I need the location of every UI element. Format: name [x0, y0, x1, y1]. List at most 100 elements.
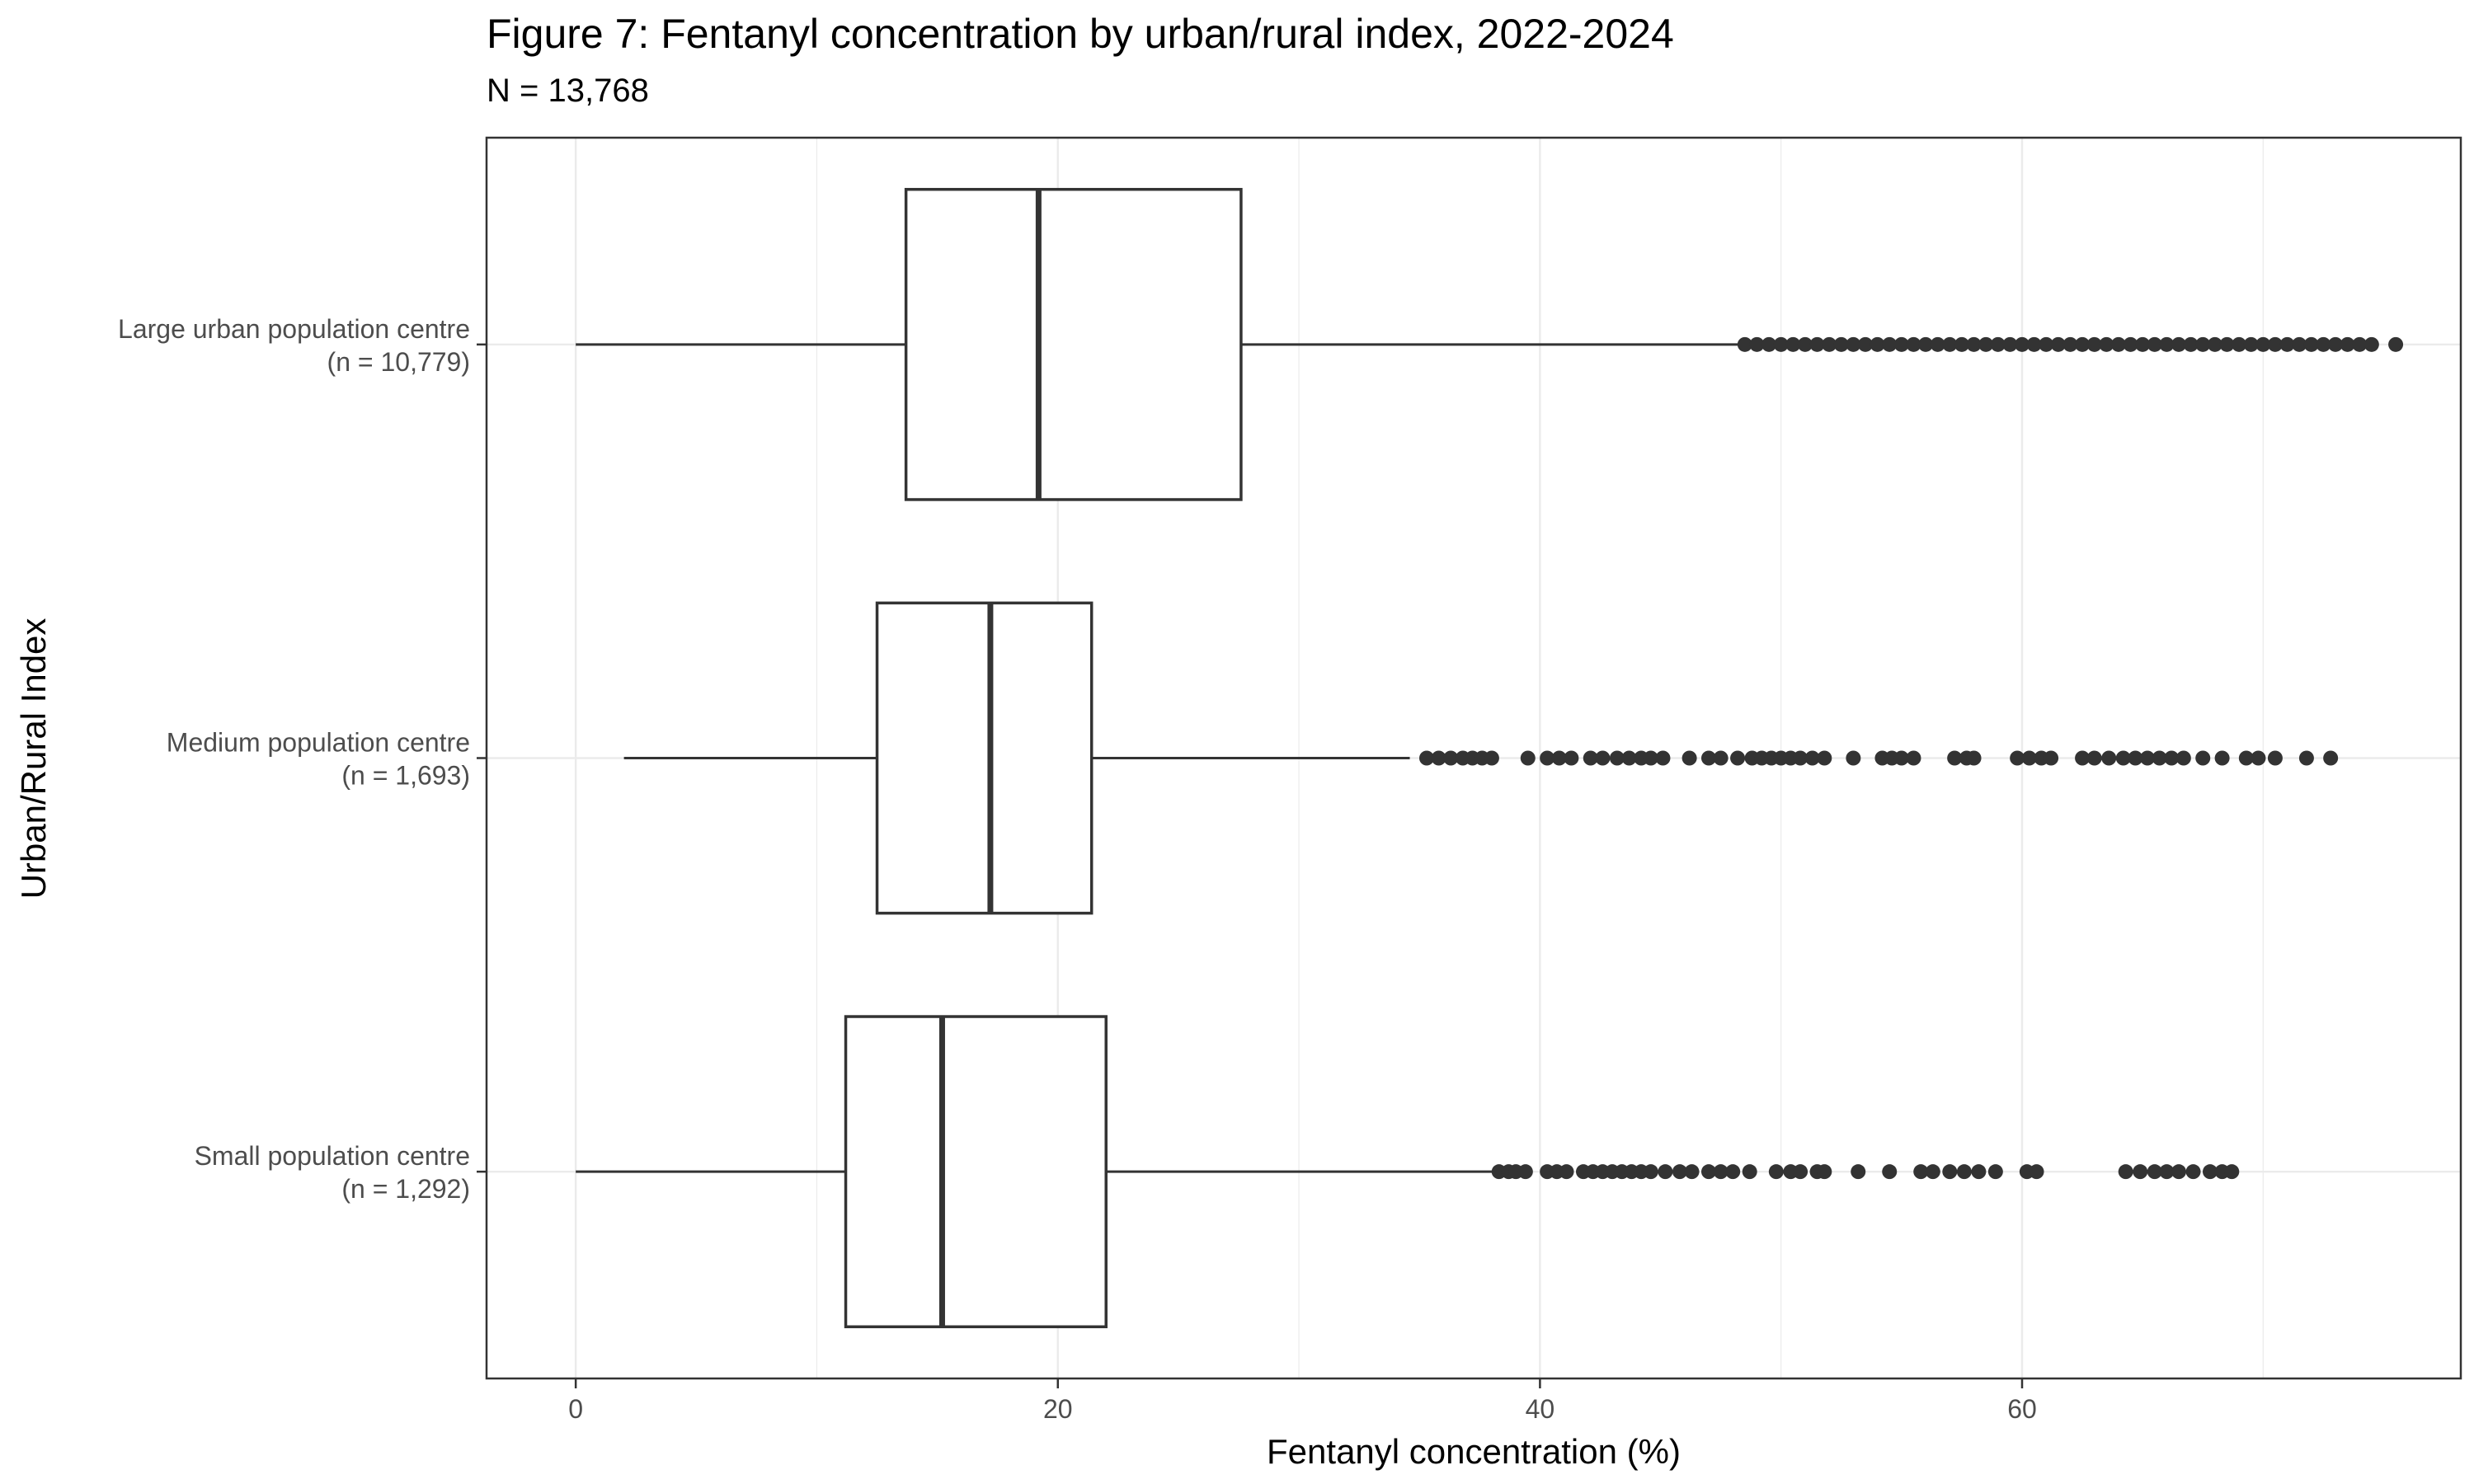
outlier-point: [1564, 750, 1579, 766]
x-tick-label: 20: [1043, 1394, 1073, 1424]
outlier-point: [2135, 336, 2151, 352]
outlier-point: [1742, 1164, 1757, 1180]
outlier-point: [1942, 1164, 1958, 1180]
outlier-point: [2171, 1164, 2186, 1180]
outlier-point: [1761, 336, 1777, 352]
y-axis-title: Urban/Rural Index: [14, 618, 53, 899]
outlier-point: [1870, 336, 1885, 352]
y-tick-label-count: (n = 1,292): [341, 1174, 470, 1204]
outlier-point: [1540, 750, 1555, 766]
outlier-point: [1725, 1164, 1741, 1180]
outlier-point: [2140, 750, 2155, 766]
outlier-point: [1846, 336, 1861, 352]
outlier-point: [1893, 750, 1909, 766]
outlier-point: [1925, 1164, 1940, 1180]
outlier-point: [1701, 750, 1716, 766]
outlier-point: [1672, 1164, 1687, 1180]
boxplot-group: [576, 1015, 2240, 1329]
outlier-point: [2195, 336, 2211, 352]
chart-title: Figure 7: Fentanyl concentration by urba…: [487, 11, 1674, 57]
outlier-point: [1773, 336, 1789, 352]
outlier-point: [2255, 336, 2271, 352]
outlier-point: [2251, 750, 2266, 766]
outlier-point: [1906, 336, 1921, 352]
outlier-point: [2323, 750, 2339, 766]
y-tick-label: Medium population centre: [167, 728, 470, 758]
outlier-point: [2123, 336, 2138, 352]
outlier-point: [2195, 750, 2211, 766]
outlier-point: [1643, 750, 1658, 766]
outlier-point: [2128, 750, 2143, 766]
outlier-point: [1797, 336, 1813, 352]
outlier-point: [2050, 336, 2066, 352]
outlier-point: [2115, 750, 2131, 766]
outlier-point: [2243, 336, 2259, 352]
outlier-point: [2075, 336, 2091, 352]
outlier-point: [2267, 336, 2283, 352]
boxplot-group: [623, 601, 2339, 915]
outlier-point: [1785, 336, 1801, 352]
outlier-point: [2207, 336, 2222, 352]
outlier-point: [2340, 336, 2355, 352]
outlier-point: [1749, 336, 1765, 352]
outlier-point: [2147, 336, 2162, 352]
outlier-point: [2044, 750, 2059, 766]
outlier-point: [2363, 336, 2379, 352]
outlier-point: [1595, 750, 1611, 766]
outlier-point: [2099, 336, 2114, 352]
outlier-point: [1419, 750, 1434, 766]
outlier-point: [1643, 1164, 1658, 1180]
outlier-point: [1517, 1164, 1533, 1180]
outlier-point: [2133, 1164, 2148, 1180]
outlier-point: [1956, 1164, 1972, 1180]
outlier-point: [1551, 750, 1567, 766]
chart-subtitle: N = 13,768: [487, 73, 649, 109]
outlier-point: [1621, 750, 1637, 766]
outlier-point: [2002, 336, 2018, 352]
outlier-point: [2015, 336, 2030, 352]
outlier-point: [1954, 336, 1969, 352]
outlier-point: [1793, 750, 1808, 766]
outlier-point: [2183, 336, 2199, 352]
x-axis-title: Fentanyl concentration (%): [1267, 1432, 1681, 1471]
outlier-point: [1431, 750, 1446, 766]
box-iqr: [844, 1015, 1108, 1329]
outlier-point: [1930, 336, 1945, 352]
outlier-point: [2075, 750, 2091, 766]
outlier-point: [1893, 336, 1909, 352]
outlier-point: [1978, 336, 1994, 352]
outlier-point: [1858, 336, 1873, 352]
outlier-point: [2147, 1164, 2162, 1180]
outlier-point: [1658, 1164, 1673, 1180]
outlier-point: [1990, 336, 2006, 352]
outlier-point: [1793, 1164, 1808, 1180]
outlier-point: [1913, 1164, 1929, 1180]
outlier-point: [2267, 750, 2283, 766]
outlier-point: [2021, 750, 2037, 766]
outlier-point: [2039, 336, 2054, 352]
outlier-point: [2159, 336, 2175, 352]
outlier-point: [1701, 1164, 1716, 1180]
outlier-point: [1851, 1164, 1866, 1180]
outlier-point: [1768, 1164, 1784, 1180]
outlier-point: [2316, 336, 2331, 352]
outlier-point: [1520, 750, 1536, 766]
outlier-point: [2232, 336, 2247, 352]
outlier-point: [2224, 1164, 2240, 1180]
outlier-point: [2175, 750, 2191, 766]
outlier-point: [2292, 336, 2307, 352]
outlier-point: [1804, 750, 1820, 766]
outlier-point: [2238, 750, 2254, 766]
outlier-point: [2185, 1164, 2201, 1180]
outlier-point: [1833, 336, 1849, 352]
outlier-point: [2171, 336, 2186, 352]
outlier-point: [2026, 336, 2042, 352]
outlier-point: [2279, 336, 2295, 352]
outlier-point: [2352, 336, 2368, 352]
box-iqr: [904, 187, 1243, 501]
x-tick-label: 0: [568, 1394, 583, 1424]
outlier-point: [2303, 336, 2319, 352]
y-tick-label: Small population centre: [195, 1141, 470, 1171]
outlier-point: [1817, 1164, 1832, 1180]
